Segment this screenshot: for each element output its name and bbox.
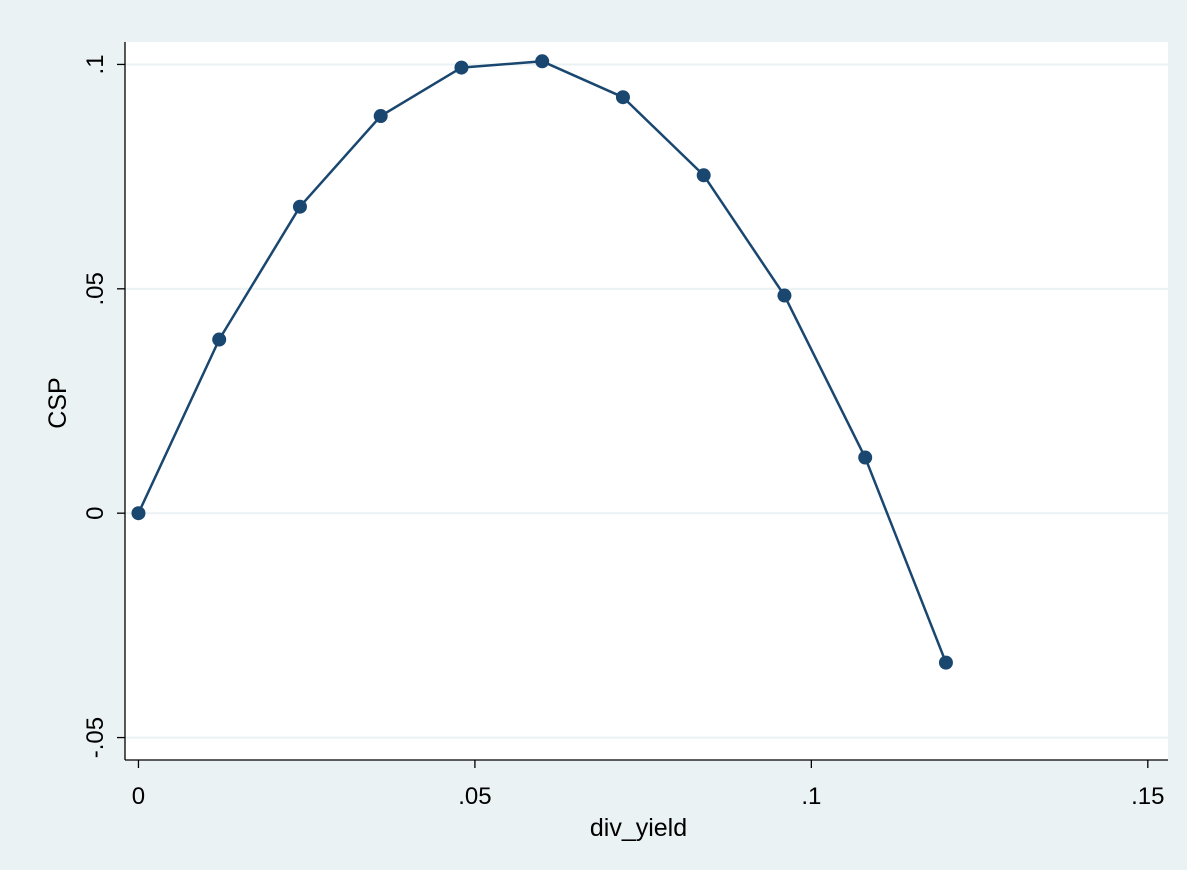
data-point (535, 54, 550, 69)
y-tick-label: 0 (82, 507, 109, 520)
data-point (373, 109, 388, 124)
series-line-group (131, 54, 953, 670)
x-tick-label: .1 (801, 783, 821, 810)
data-point (938, 655, 953, 670)
data-point (454, 60, 469, 75)
data-point (777, 288, 792, 303)
plot-area (125, 42, 1168, 760)
data-point (212, 332, 227, 347)
data-point (292, 199, 307, 214)
data-point (615, 90, 630, 105)
data-point (696, 168, 711, 183)
data-point (858, 450, 873, 465)
y-axis-title: CSP (44, 377, 72, 428)
y-tick-label: -.05 (82, 717, 109, 758)
data-point (131, 506, 146, 521)
x-tick-label: .05 (458, 783, 491, 810)
axes: -.05 0 .05 .1 0 .05 .1 .15 (82, 42, 1168, 810)
x-axis-title: div_yield (590, 814, 687, 842)
y-tick-label: .05 (82, 272, 109, 305)
y-tick-label: .1 (82, 54, 109, 74)
gridlines (125, 63, 1168, 739)
x-tick-label: 0 (132, 783, 145, 810)
x-tick-label: .15 (1131, 783, 1164, 810)
